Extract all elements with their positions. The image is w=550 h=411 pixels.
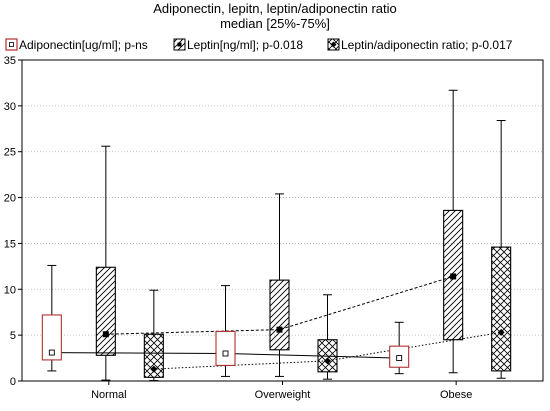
legend: Adiponectin[ug/ml]; p-ns Leptin[ng/ml]; … — [5, 38, 513, 52]
legend-marker-adiponectin — [9, 42, 14, 47]
legend-item-adiponectin: Adiponectin[ug/ml]; p-ns — [5, 38, 148, 52]
median-marker-0-0 — [48, 349, 55, 356]
legend-label-adiponectin: Adiponectin[ug/ml]; p-ns — [19, 38, 148, 52]
median-marker-0-2 — [396, 355, 403, 362]
legend-item-leptin: Leptin[ng/ml]; p-0.018 — [173, 38, 303, 52]
x-tick-label-2: Obese — [440, 389, 472, 401]
box-1-1 — [269, 279, 290, 351]
median-connector-2 — [153, 331, 502, 370]
box-2-2 — [491, 246, 512, 372]
median-marker-2-2 — [497, 328, 505, 336]
median-connector-1 — [105, 275, 454, 335]
y-tick-label-15: 15 — [4, 238, 16, 250]
legend-marker-leptin — [177, 42, 182, 47]
y-tick-label-25: 25 — [4, 147, 16, 159]
median-marker-1-1 — [276, 326, 283, 333]
y-tick-label-5: 5 — [10, 330, 16, 342]
legend-label-ratio: Leptin/adiponectin ratio; p-0.017 — [341, 38, 513, 52]
y-tick-label-20: 20 — [4, 193, 16, 205]
legend-marker-ratio — [330, 41, 337, 48]
y-tick-label-10: 10 — [4, 284, 16, 296]
legend-label-leptin: Leptin[ng/ml]; p-0.018 — [187, 38, 303, 52]
chart-title-line-2: median [25%-75%] — [220, 16, 330, 31]
median-marker-2-0 — [150, 365, 158, 373]
box-0-1 — [215, 330, 236, 366]
y-tick-label-0: 0 — [10, 376, 16, 388]
box-1-0 — [95, 266, 116, 356]
median-marker-0-1 — [222, 350, 229, 357]
box-2-0 — [143, 333, 164, 378]
box-2-1 — [317, 339, 338, 373]
box-0-0 — [41, 314, 62, 361]
y-tick-label-30: 30 — [4, 101, 16, 113]
chart-title-line-1: Adiponectin, lepitn, leptin/adiponectin … — [153, 1, 397, 16]
y-tick-label-35: 35 — [4, 55, 16, 67]
median-marker-2-1 — [324, 357, 331, 365]
plot-area: 0 5 10 15 20 25 30 35 Normal Overweight Obese — [4, 55, 544, 401]
x-tick-label-0: Normal — [91, 389, 126, 401]
median-marker-1-2 — [450, 273, 457, 280]
median-marker-1-0 — [102, 331, 109, 338]
legend-item-ratio: Leptin/adiponectin ratio; p-0.017 — [327, 38, 513, 52]
x-tick-label-1: Overweight — [255, 389, 311, 401]
